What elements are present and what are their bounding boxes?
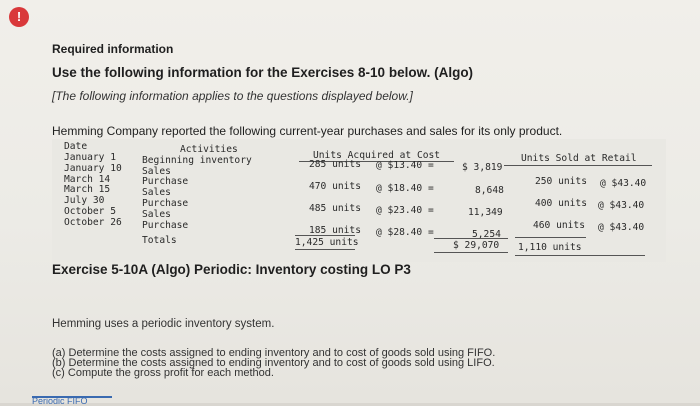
acquired-total: 5,254 [472,229,501,240]
header-date: Date [64,141,88,152]
alert-icon: ! [9,7,29,27]
date-cell: March 14 [64,174,111,185]
sold-price: @ $43.40 [598,222,645,233]
cost-total-underline [434,252,508,253]
sold-sum-rule [515,237,586,238]
acquired-cost-total: $ 29,070 [453,240,500,251]
sold-units: 400 units [535,198,587,209]
inventory-table: Date Activities Units Acquired at Cost U… [52,139,666,262]
header-units-acquired: Units Acquired at Cost [313,150,441,161]
sold-price: @ $43.40 [600,178,647,189]
acquired-cost: @ $18.40 = [376,183,434,194]
acquired-total: 11,349 [468,207,503,218]
acquired-cost: @ $28.40 = [376,227,434,238]
date-cell: October 5 [64,206,116,217]
acquired-cost: @ $23.40 = [376,205,434,216]
required-information-heading: Required information [52,42,174,56]
sold-total-underline [515,255,645,256]
sold-units: 250 units [535,176,587,187]
activity-cell: Purchase [142,198,189,209]
tab-underline [32,396,112,398]
applies-note: [The following information applies to th… [52,89,413,103]
date-cell: January 1 [64,152,116,163]
sold-price: @ $43.40 [598,200,645,211]
acquired-units: 485 units [309,203,361,214]
acquired-units: 470 units [309,181,361,192]
acquired-total: $ 3,819 [462,162,503,173]
task-a: (a) Determine the costs assigned to endi… [52,347,496,359]
activity-cell: Sales [142,166,171,177]
date-cell: March 15 [64,184,111,195]
units-sum-rule [295,235,355,236]
acquired-units-total: 1,425 units [295,237,359,248]
sold-units-total: 1,110 units [518,242,582,253]
task-b: (b) Determine the costs assigned to endi… [52,357,495,369]
acquired-units: 285 units [309,159,361,170]
instructions-heading: Use the following information for the Ex… [52,65,474,80]
tab-label: Periodic FIFO [32,396,88,406]
exercise-intro: Hemming uses a periodic inventory system… [52,318,275,330]
activity-cell: Totals [142,235,177,246]
activity-cell: Sales [142,209,171,220]
activity-cell: Purchase [142,220,189,231]
activity-cell: Beginning inventory [142,155,252,166]
exercise-title: Exercise 5-10A (Algo) Periodic: Inventor… [52,262,411,277]
acquired-units: 185 units [309,225,361,236]
date-cell: October 26 [64,217,122,228]
date-cell: July 30 [64,195,105,206]
header-rule-acquired [299,161,454,162]
date-cell: January 10 [64,163,122,174]
acquired-cost: @ $13.40 = [376,160,434,171]
header-activities: Activities [180,144,238,155]
sold-units: 460 units [533,220,585,231]
cost-sum-rule [434,238,508,239]
units-total-underline [295,249,355,250]
reported-sentence: Hemming Company reported the following c… [52,124,563,138]
acquired-total: 8,648 [475,185,504,196]
bottom-tab-periodic-fifo[interactable]: Periodic FIFO [32,396,112,406]
header-units-sold: Units Sold at Retail [521,153,637,164]
activity-cell: Sales [142,187,171,198]
header-rule-sold [504,165,652,166]
activity-cell: Purchase [142,176,189,187]
task-c: (c) Compute the gross profit for each me… [52,367,274,379]
